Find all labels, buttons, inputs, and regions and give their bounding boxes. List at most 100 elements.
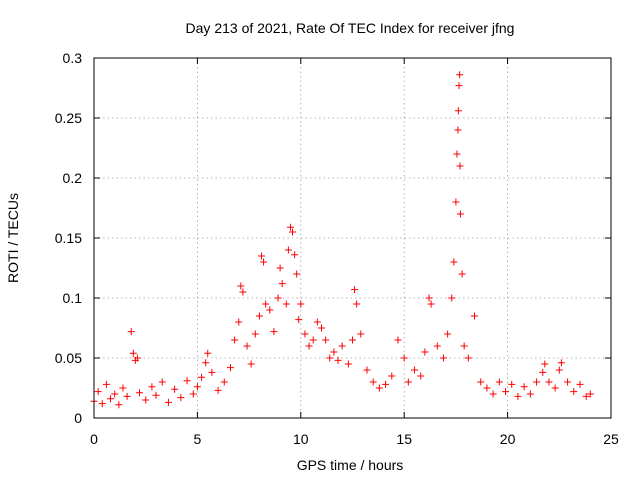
data-point <box>483 384 491 392</box>
data-point <box>183 377 191 385</box>
data-point <box>305 342 313 350</box>
data-point <box>208 368 216 376</box>
data-point <box>353 300 361 308</box>
data-point <box>274 294 282 302</box>
y-tick-label: 0.05 <box>55 350 82 366</box>
data-point <box>439 354 447 362</box>
data-point <box>514 392 522 400</box>
y-tick-label: 0 <box>74 410 82 426</box>
data-point <box>545 378 553 386</box>
data-point <box>135 389 143 397</box>
data-point <box>231 336 239 344</box>
data-point <box>375 384 383 392</box>
data-point <box>220 378 228 386</box>
data-point <box>102 380 110 388</box>
data-point <box>262 300 270 308</box>
data-point <box>477 378 485 386</box>
data-point <box>334 356 342 364</box>
data-point <box>152 391 160 399</box>
data-point <box>278 280 286 288</box>
data-point <box>326 354 334 362</box>
data-point <box>489 390 497 398</box>
data-point <box>317 324 325 332</box>
data-point <box>148 383 156 391</box>
data-point <box>520 383 528 391</box>
data-point <box>291 251 299 259</box>
data-point <box>382 380 390 388</box>
data-point <box>293 270 301 278</box>
data-point <box>564 378 572 386</box>
data-point <box>357 330 365 338</box>
y-tick-label: 0.25 <box>55 110 82 126</box>
data-point <box>119 384 127 392</box>
data-point <box>455 82 463 90</box>
data-point <box>427 300 435 308</box>
axis-ticks: 0 5 10 15 20 25 0 0.05 0.1 0.15 0.2 0.25 0.3 <box>55 50 619 447</box>
y-tick-label: 0.1 <box>63 290 83 306</box>
data-point <box>417 372 425 380</box>
data-point <box>193 383 201 391</box>
x-tick-label: 5 <box>194 431 202 447</box>
data-point <box>266 306 274 314</box>
data-point <box>260 258 268 266</box>
data-point <box>452 198 460 206</box>
data-point <box>369 378 377 386</box>
data-point <box>533 378 541 386</box>
data-point <box>448 294 456 302</box>
data-point <box>388 372 396 380</box>
data-point <box>495 378 503 386</box>
data-point <box>289 228 297 236</box>
data-point <box>202 359 210 367</box>
data-point <box>582 392 590 400</box>
data-point <box>394 336 402 344</box>
data-point <box>107 395 115 403</box>
data-point <box>433 342 441 350</box>
data-point <box>425 294 433 302</box>
data-point <box>247 360 255 368</box>
grid-layer <box>94 58 611 418</box>
data-point <box>142 396 150 404</box>
data-point <box>94 388 102 396</box>
data-point <box>214 386 222 394</box>
data-point <box>444 330 452 338</box>
x-tick-label: 20 <box>500 431 516 447</box>
data-point <box>421 348 429 356</box>
data-point <box>322 336 330 344</box>
data-point <box>344 360 352 368</box>
x-tick-label: 25 <box>603 431 619 447</box>
data-point <box>239 288 247 296</box>
data-point <box>330 348 338 356</box>
data-point <box>456 162 464 170</box>
data-points <box>90 71 594 409</box>
data-point <box>282 300 290 308</box>
data-point <box>255 312 263 320</box>
data-point <box>313 318 321 326</box>
data-point <box>115 401 123 409</box>
data-point <box>164 398 172 406</box>
data-point <box>251 330 259 338</box>
data-point <box>471 312 479 320</box>
data-point <box>301 330 309 338</box>
data-point <box>111 390 119 398</box>
data-point <box>557 359 565 367</box>
data-point <box>541 360 549 368</box>
data-point <box>456 210 464 218</box>
data-point <box>127 328 135 336</box>
data-point <box>226 364 234 372</box>
data-point <box>235 318 243 326</box>
data-point <box>456 71 464 79</box>
chart-title: Day 213 of 2021, Rate Of TEC Index for r… <box>186 20 515 36</box>
data-point <box>411 366 419 374</box>
data-point <box>458 270 466 278</box>
data-point <box>123 392 131 400</box>
data-point <box>204 349 212 357</box>
x-axis-label: GPS time / hours <box>297 457 404 473</box>
data-point <box>286 223 294 231</box>
data-point <box>133 354 141 362</box>
data-point <box>158 378 166 386</box>
data-point <box>258 252 266 260</box>
data-point <box>450 258 458 266</box>
data-point <box>454 126 462 134</box>
data-point <box>464 354 472 362</box>
